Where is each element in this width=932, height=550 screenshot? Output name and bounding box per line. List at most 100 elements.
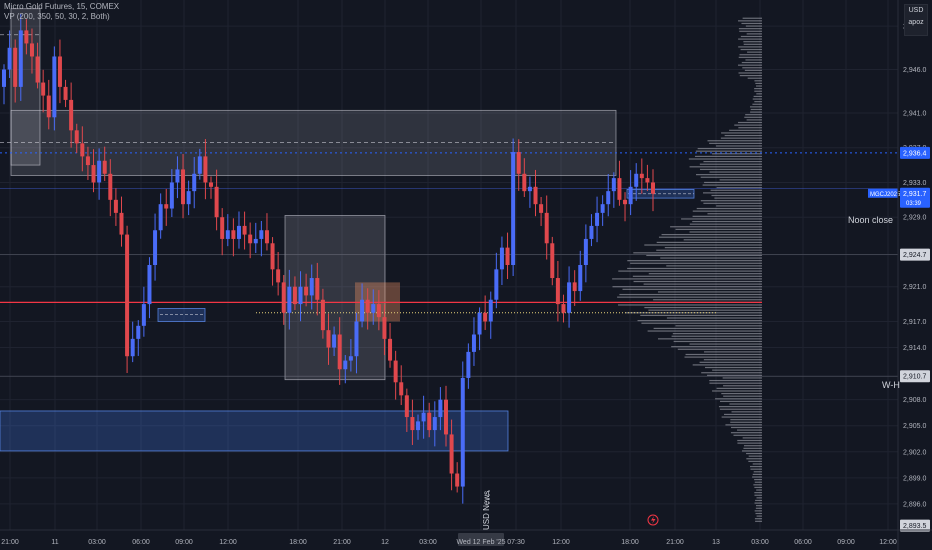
vp-bar: [737, 429, 762, 431]
vp-bar: [752, 103, 762, 105]
candle-body: [46, 95, 51, 118]
vp-bar: [716, 387, 762, 389]
candle-body: [231, 230, 236, 239]
candle-body: [360, 299, 365, 322]
candle-body: [488, 299, 493, 322]
candle-body: [432, 417, 437, 431]
vp-bar: [689, 231, 762, 233]
vp-bar: [746, 458, 762, 460]
candle-body: [292, 286, 297, 305]
vp-bar: [718, 406, 762, 408]
vp-bar: [644, 244, 762, 246]
vp-bar: [709, 171, 762, 173]
candle-body: [628, 186, 633, 205]
candle-body: [416, 421, 421, 431]
price-tag-bg: [900, 370, 930, 383]
vp-bar: [740, 35, 762, 38]
vp-bar: [709, 382, 762, 384]
vp-bar: [721, 132, 762, 134]
vp-bar: [754, 492, 762, 494]
lightning-icon[interactable]: [647, 514, 659, 526]
price-label: 2,946.0: [903, 67, 926, 74]
price-label: 2,921.0: [903, 284, 926, 291]
vp-bar: [720, 137, 762, 139]
candle-body: [158, 204, 163, 231]
vp-bar: [677, 348, 762, 350]
vp-bar: [710, 189, 762, 191]
vp-bar: [701, 372, 762, 374]
candle-body: [393, 360, 398, 383]
vp-bar: [618, 304, 762, 306]
vp-bar: [707, 374, 762, 376]
vp-bar: [753, 95, 762, 98]
vp-bar: [657, 291, 762, 293]
vp-bar: [724, 134, 762, 137]
candle-body: [147, 265, 152, 305]
vp-bar: [722, 377, 762, 379]
candle-body: [539, 204, 544, 213]
candle-body: [209, 182, 214, 187]
vp-bar: [704, 181, 762, 184]
price-tags: 2,936.42,931.52,924.72,910.72,893.5MGCJ2…: [868, 146, 930, 532]
vp-bar: [664, 247, 762, 249]
vp-bar: [633, 280, 762, 283]
chart-legend[interactable]: Micro Gold Futures, 15, COMEX VP (200, 3…: [4, 2, 119, 22]
candle-body: [125, 234, 130, 357]
vp-bar: [696, 174, 762, 176]
symbol-title: Micro Gold Futures, 15, COMEX: [4, 2, 120, 11]
candle-body: [35, 56, 40, 83]
vp-bar: [744, 69, 762, 71]
vp-bar: [724, 413, 762, 416]
candle-body: [617, 178, 622, 200]
time-label: 18:00: [289, 539, 307, 546]
candle-body: [270, 243, 275, 270]
candle-body: [561, 304, 566, 313]
price-label: 2,917.0: [903, 319, 926, 326]
vp-bar: [695, 150, 762, 152]
vp-bar: [705, 366, 762, 369]
candle-body: [18, 30, 23, 87]
candle-body: [567, 282, 572, 313]
vp-bar: [749, 465, 762, 468]
candle-body: [376, 304, 381, 318]
vp-bar: [738, 38, 762, 40]
volume-profile: [612, 17, 762, 522]
vp-bar: [754, 510, 762, 512]
candle-body: [326, 330, 331, 348]
candle-body: [483, 312, 488, 322]
time-label: 21:00: [333, 539, 351, 546]
time-label: 18:00: [621, 539, 639, 546]
candle-body: [119, 212, 124, 235]
candle-body: [511, 152, 516, 265]
vp-bar: [619, 293, 762, 296]
candle-body: [550, 243, 555, 279]
noon-close-label: Noon close: [848, 215, 893, 225]
scale-label: apoz: [908, 19, 924, 26]
price-label: 2,933.0: [903, 180, 926, 187]
time-label: 12: [381, 539, 389, 546]
vp-bar: [729, 129, 762, 131]
candle-body: [544, 212, 549, 244]
candle-body: [460, 377, 465, 487]
price-axis[interactable]: [898, 0, 932, 530]
candle-body: [197, 156, 202, 174]
vp-bar: [752, 476, 762, 478]
candle-body: [141, 304, 146, 326]
vp-bar: [688, 158, 762, 160]
candle-body: [332, 334, 337, 348]
price-tag: 2,924.7: [903, 252, 926, 259]
vp-bar: [743, 41, 762, 43]
vp-bar: [709, 379, 762, 382]
currency-menu[interactable]: USD apoz: [904, 4, 928, 36]
candle-body: [421, 412, 426, 422]
vp-bar: [689, 223, 762, 225]
vp-bar: [699, 361, 762, 363]
candle-body: [505, 247, 510, 265]
vp-bar: [754, 502, 762, 504]
time-axis[interactable]: [0, 530, 898, 550]
vp-bar: [741, 61, 762, 64]
time-label: 06:00: [794, 539, 812, 546]
vp-bar: [648, 273, 762, 275]
vp-bar: [755, 82, 762, 85]
